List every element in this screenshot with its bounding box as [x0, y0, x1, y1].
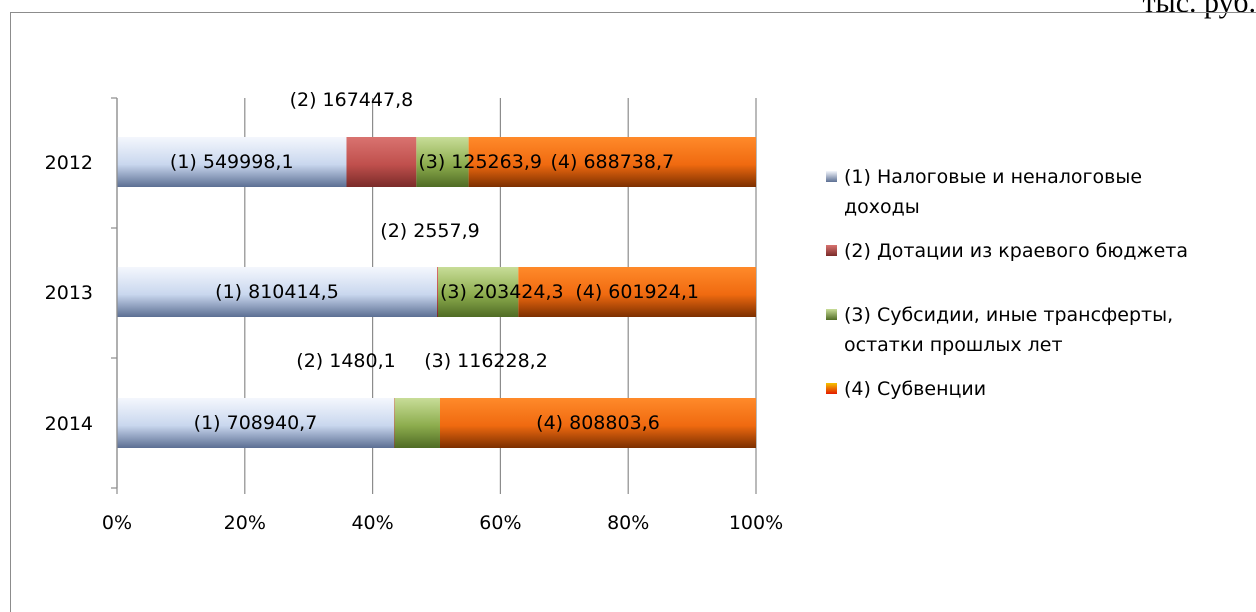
bar-segment-2014-s1 — [117, 398, 394, 448]
bar-segment-2012-s2 — [346, 137, 417, 187]
bar-segment-2013-s4 — [518, 267, 756, 317]
legend-label-4: (4) Субвенции — [844, 378, 987, 400]
x-tick-label: 60% — [479, 512, 521, 534]
x-tick-label: 20% — [224, 512, 266, 534]
legend-label-1: (1) Налоговые и неналоговые — [844, 166, 1143, 188]
data-label: (2) 1480,1 — [296, 350, 395, 372]
bar-segment-2014-s4 — [439, 398, 756, 448]
bar-segment-2014-s2 — [393, 398, 395, 448]
data-label: (3) 116228,2 — [424, 350, 548, 372]
axes: 0% 20% 40% 60% 80% 100% 2012 2013 2014 — [45, 97, 783, 534]
legend-item-2: (2) Дотации из краевого бюджета — [826, 236, 1246, 266]
legend-swatch-2 — [826, 245, 837, 256]
data-label: (2) 167447,8 — [290, 89, 414, 111]
data-label: (3) 125263,9 — [418, 151, 542, 173]
legend-item-3: (3) Субсидии, иные трансферты, остатки п… — [826, 300, 1246, 360]
bar-segment-2013-s3 — [438, 267, 519, 317]
category-label: 2013 — [45, 282, 93, 304]
bars — [117, 137, 756, 448]
chart-frame — [10, 12, 1256, 612]
unit-label: тыс. руб. — [1142, 0, 1256, 19]
data-label: (1) 549998,1 — [170, 151, 294, 173]
legend: (1) Налоговые и неналоговые доходы (2) Д… — [826, 162, 1246, 438]
legend-swatch-3 — [826, 309, 837, 320]
bar-segment-2013-s2 — [436, 267, 439, 317]
data-label: (1) 810414,5 — [215, 281, 339, 303]
data-label: (1) 708940,7 — [194, 412, 318, 434]
x-tick-label: 0% — [102, 512, 132, 534]
x-tick-label: 100% — [729, 512, 783, 534]
legend-item-1: (1) Налоговые и неналоговые доходы — [826, 162, 1246, 222]
bar-segment-2014-s3 — [394, 398, 440, 448]
data-label: (2) 2557,9 — [380, 220, 479, 242]
legend-swatch-4 — [826, 383, 837, 394]
data-label: (4) 601924,1 — [575, 281, 699, 303]
data-label: (4) 688738,7 — [550, 151, 674, 173]
data-labels: (1) 549998,1 (2) 167447,8 (3) 125263,9 (4) … — [170, 89, 699, 434]
x-tick-label: 40% — [351, 512, 393, 534]
legend-swatch-1 — [826, 171, 837, 182]
data-label: (4) 808803,6 — [536, 412, 660, 434]
bar-segment-2013-s1 — [117, 267, 437, 317]
category-label: 2012 — [45, 152, 93, 174]
category-label: 2014 — [45, 413, 93, 435]
legend-label-3: (3) Субсидии, иные трансферты, — [844, 304, 1174, 326]
bar-segment-2012-s4 — [468, 137, 756, 187]
bar-segment-2012-s3 — [416, 137, 469, 187]
legend-label-2: (2) Дотации из краевого бюджета — [844, 240, 1188, 262]
legend-label-3-line2: остатки прошлых лет — [844, 334, 1063, 356]
x-tick-label: 80% — [607, 512, 649, 534]
data-label: (3) 203424,3 — [440, 281, 564, 303]
bar-segment-2012-s1 — [117, 137, 347, 187]
legend-label-1-line2: доходы — [844, 196, 920, 218]
legend-item-4: (4) Субвенции — [826, 374, 1246, 404]
